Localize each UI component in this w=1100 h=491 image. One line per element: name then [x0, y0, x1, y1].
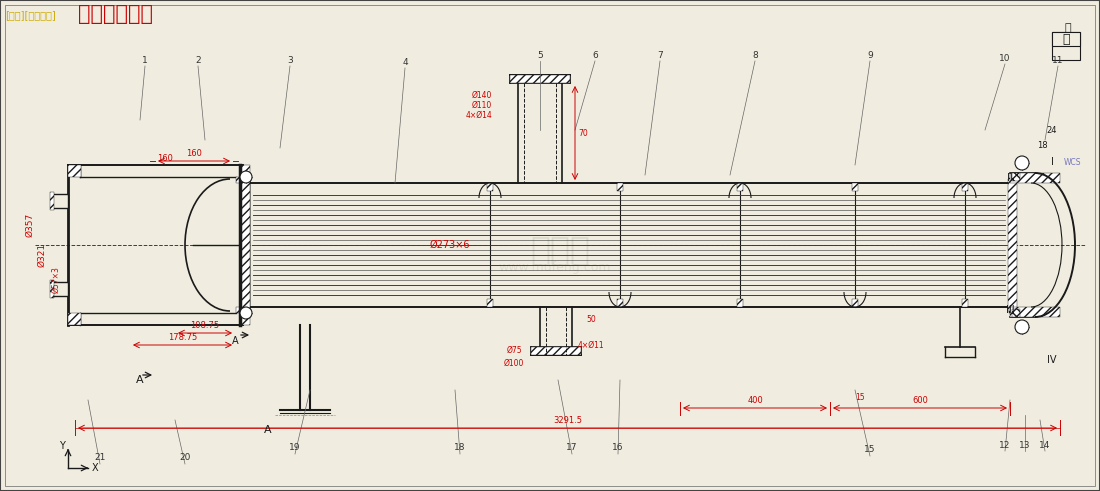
Bar	[487, 299, 493, 307]
Text: 17: 17	[566, 443, 578, 453]
Text: 15: 15	[855, 393, 865, 403]
Text: 600: 600	[912, 396, 928, 405]
Text: 15: 15	[865, 445, 876, 455]
Text: A: A	[232, 336, 239, 346]
Text: Ø357: Ø357	[25, 213, 34, 237]
Bar	[50, 192, 54, 210]
Bar	[1010, 307, 1060, 317]
Bar	[241, 179, 250, 311]
Text: IV: IV	[1047, 355, 1057, 365]
Text: 16: 16	[613, 443, 624, 453]
Text: 4: 4	[403, 57, 408, 66]
Bar	[531, 347, 581, 355]
Text: 满液式蒸发器: 满液式蒸发器	[78, 4, 153, 24]
Bar	[487, 183, 493, 191]
Text: 160: 160	[157, 154, 173, 163]
Text: 1: 1	[142, 55, 147, 64]
Text: 50: 50	[586, 315, 596, 324]
Text: 上: 上	[1063, 32, 1069, 46]
Bar	[737, 183, 742, 191]
Text: 7: 7	[657, 51, 663, 59]
Text: Y: Y	[59, 441, 65, 451]
Text: Ø57×3: Ø57×3	[52, 267, 60, 294]
Text: 11: 11	[1053, 55, 1064, 64]
Text: 3: 3	[287, 55, 293, 64]
Text: 70: 70	[578, 129, 587, 137]
Bar	[617, 183, 623, 191]
Bar	[1052, 32, 1080, 60]
Text: Ø110: Ø110	[472, 101, 492, 109]
Text: Ø321: Ø321	[37, 243, 46, 267]
Text: 北: 北	[1065, 23, 1071, 33]
Text: 14: 14	[1040, 440, 1050, 449]
Text: 108.75: 108.75	[190, 321, 220, 330]
Text: 400: 400	[747, 396, 763, 405]
Bar	[1052, 32, 1080, 46]
Text: II: II	[1008, 173, 1013, 183]
Text: Ø273×6: Ø273×6	[430, 240, 471, 250]
Bar	[962, 299, 968, 307]
Text: 18: 18	[454, 443, 465, 453]
Bar	[68, 313, 81, 325]
Bar	[241, 165, 250, 325]
Text: 160: 160	[186, 149, 202, 158]
Bar	[236, 177, 250, 183]
Bar	[617, 299, 623, 307]
Text: 12: 12	[999, 440, 1011, 449]
Text: 10: 10	[999, 54, 1011, 62]
Bar	[236, 307, 250, 313]
Circle shape	[1015, 320, 1028, 334]
Text: 4×Ø11: 4×Ø11	[578, 340, 604, 350]
Text: Ø100: Ø100	[504, 358, 525, 367]
Bar	[1008, 179, 1018, 311]
Text: 2: 2	[195, 55, 201, 64]
Text: I: I	[1050, 157, 1054, 167]
Text: 6: 6	[592, 51, 598, 59]
Text: 3291.5: 3291.5	[553, 416, 582, 425]
Text: www.mufeng.com: www.mufeng.com	[498, 262, 612, 274]
Text: 5: 5	[537, 51, 543, 59]
Text: [俧视][二维线框]: [俧视][二维线框]	[6, 10, 56, 20]
Text: 沐风网: 沐风网	[530, 234, 590, 267]
Bar	[68, 165, 81, 177]
Bar	[510, 75, 570, 83]
Text: 24: 24	[1047, 126, 1057, 135]
Bar	[50, 280, 54, 298]
Text: III: III	[1005, 305, 1014, 315]
Bar	[52, 194, 68, 208]
Text: Ø140: Ø140	[472, 90, 492, 100]
Bar	[52, 282, 68, 296]
Text: Ø75: Ø75	[506, 346, 521, 355]
Circle shape	[1015, 156, 1028, 170]
Text: 4×Ø14: 4×Ø14	[465, 110, 492, 119]
Bar	[852, 183, 858, 191]
Text: A: A	[264, 425, 272, 435]
Text: 21: 21	[95, 454, 106, 463]
Text: X: X	[91, 463, 98, 473]
Circle shape	[240, 307, 252, 319]
Text: 18: 18	[1036, 140, 1047, 149]
Bar	[1012, 309, 1020, 317]
Text: 20: 20	[179, 454, 190, 463]
Bar	[1010, 173, 1060, 183]
Text: 19: 19	[289, 443, 300, 453]
Text: 8: 8	[752, 51, 758, 59]
Text: A: A	[136, 375, 144, 385]
Text: 13: 13	[1020, 440, 1031, 449]
Bar	[737, 299, 742, 307]
Bar	[962, 183, 968, 191]
Text: 178.75: 178.75	[168, 333, 197, 342]
Text: WCS: WCS	[1064, 158, 1080, 166]
Bar	[852, 299, 858, 307]
Bar	[1012, 173, 1020, 181]
Circle shape	[240, 171, 252, 183]
Text: 9: 9	[867, 51, 873, 59]
